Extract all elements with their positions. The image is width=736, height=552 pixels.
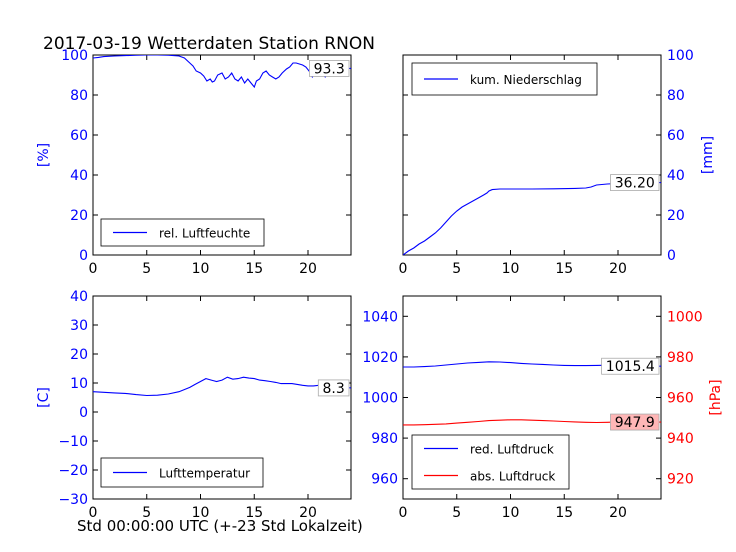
y-tick-label-temperature: −20 — [58, 463, 88, 479]
plot-frame-temperature — [92, 295, 352, 500]
x-tick-label-temperature: 20 — [299, 505, 317, 521]
x-tick-label-precipitation: 20 — [609, 261, 627, 277]
y-tick-label-pressure: 1000 — [362, 391, 398, 407]
y-right-tick-label-pressure: 980 — [667, 350, 694, 366]
legend-humidity: rel. Luftfeuchte — [100, 218, 265, 247]
plot-frame-precipitation — [402, 54, 662, 256]
plot-frame-humidity — [92, 54, 352, 256]
last-value-label-precipitation-0: 36.20 — [615, 176, 655, 192]
last-value-label-temperature-0: 8.3 — [323, 381, 345, 397]
x-tick-label-temperature: 0 — [89, 505, 98, 521]
last-value-label-pressure-0: 1015.4 — [606, 359, 655, 375]
y-tick-label-temperature: 30 — [70, 318, 88, 334]
last-value-box-pressure-0 — [601, 357, 660, 375]
legend-label-precipitation-0: kum. Niederschlag — [470, 73, 582, 87]
x-tick-label-humidity: 20 — [299, 261, 317, 277]
last-value-box-pressure-1 — [610, 413, 660, 431]
y-tick-label-pressure: 960 — [371, 472, 398, 488]
y-tick-label-humidity: 20 — [70, 208, 88, 224]
y-tick-label-precipitation: 100 — [667, 48, 694, 64]
y-tick-label-precipitation: 40 — [667, 168, 685, 184]
y-right-tick-label-pressure: 1000 — [667, 309, 703, 325]
y-tick-label-temperature: 0 — [79, 405, 88, 421]
y-tick-label-humidity: 80 — [70, 88, 88, 104]
legend-pressure: red. Luftdruck abs. Luftdruck — [411, 434, 570, 490]
series-line-temperature-0 — [93, 376, 351, 397]
y-tick-label-humidity: 100 — [61, 48, 88, 64]
y-axis-label-temperature: [C] — [36, 387, 52, 408]
y-tick-label-pressure: 1020 — [362, 350, 398, 366]
y-tick-label-humidity: 0 — [79, 248, 88, 264]
x-tick-label-humidity: 10 — [192, 261, 210, 277]
x-tick-label-temperature: 10 — [192, 505, 210, 521]
x-tick-label-humidity: 5 — [142, 261, 151, 277]
panel-pressure: 0 5 10 15 20 960 980 1000 1020 1040 920 940 960 980 10… — [362, 295, 724, 521]
y-tick-label-temperature: 20 — [70, 347, 88, 363]
legend-temperature: Lufttemperatur — [100, 457, 264, 488]
x-tick-label-pressure: 5 — [452, 505, 461, 521]
y-tick-label-temperature: 40 — [70, 289, 88, 305]
x-tick-label-temperature: 5 — [142, 505, 151, 521]
legend-box-humidity — [100, 218, 265, 247]
panel-temperature: 0 5 10 15 20 −30 −20 −10 0 10 20 30 40 [C] 8.3 Lufttemp… — [36, 289, 352, 521]
y-right-tick-label-pressure: 960 — [667, 391, 694, 407]
y-tick-label-pressure: 980 — [371, 431, 398, 447]
y-right-tick-label-pressure: 920 — [667, 472, 694, 488]
last-value-box-humidity-0 — [308, 60, 350, 77]
x-tick-label-humidity: 15 — [245, 261, 263, 277]
series-line-precipitation-0 — [403, 182, 661, 255]
x-tick-label-humidity: 0 — [89, 261, 98, 277]
x-tick-label-precipitation: 15 — [555, 261, 573, 277]
panel-humidity: 0 5 10 15 20 0 20 40 60 80 100 [%] 93.3 rel. Luftfeuc… — [36, 48, 352, 277]
x-tick-label-precipitation: 10 — [502, 261, 520, 277]
figure-x-axis-label: Std 00:00:00 UTC (+-23 Std Lokalzeit) — [77, 517, 363, 535]
x-tick-label-pressure: 10 — [502, 505, 520, 521]
legend-label-temperature-0: Lufttemperatur — [159, 467, 250, 481]
x-tick-label-pressure: 15 — [555, 505, 573, 521]
legend-label-pressure-0: red. Luftdruck — [470, 443, 554, 457]
legend-label-pressure-1: abs. Luftdruck — [470, 470, 555, 484]
y-axis-label-humidity: [%] — [36, 143, 52, 167]
y-tick-label-pressure: 1040 — [362, 309, 398, 325]
legend-box-pressure — [411, 434, 570, 490]
y-tick-label-precipitation: 80 — [667, 88, 685, 104]
figure-title: 2017-03-19 Wetterdaten Station RNON — [43, 34, 375, 54]
y-right-tick-label-pressure: 940 — [667, 431, 694, 447]
y-tick-label-temperature: 10 — [70, 376, 88, 392]
x-tick-label-pressure: 20 — [609, 505, 627, 521]
y-axis-label-precipitation: [mm] — [700, 136, 716, 174]
legend-precipitation: kum. Niederschlag — [411, 62, 598, 96]
x-tick-label-precipitation: 5 — [452, 261, 461, 277]
last-value-label-pressure-1: 947.9 — [615, 415, 655, 431]
y-tick-label-precipitation: 0 — [667, 248, 676, 264]
y-tick-label-humidity: 60 — [70, 128, 88, 144]
x-tick-label-temperature: 15 — [245, 505, 263, 521]
y-tick-label-precipitation: 20 — [667, 208, 685, 224]
y-tick-label-precipitation: 60 — [667, 128, 685, 144]
x-tick-label-pressure: 0 — [399, 505, 408, 521]
legend-label-humidity-0: rel. Luftfeuchte — [159, 227, 250, 241]
y-right-axis-label-pressure: [hPa] — [708, 379, 724, 415]
y-tick-label-humidity: 40 — [70, 168, 88, 184]
y-tick-label-temperature: −30 — [58, 492, 88, 508]
x-tick-label-precipitation: 0 — [399, 261, 408, 277]
last-value-box-precipitation-0 — [610, 174, 660, 192]
panel-precipitation: 0 5 10 15 20 0 20 40 60 80 100 [mm] 36.20 kum. Nieder… — [399, 48, 716, 277]
y-tick-label-temperature: −10 — [58, 434, 88, 450]
last-value-box-temperature-0 — [317, 379, 350, 397]
last-value-label-humidity-0: 93.3 — [314, 61, 345, 77]
